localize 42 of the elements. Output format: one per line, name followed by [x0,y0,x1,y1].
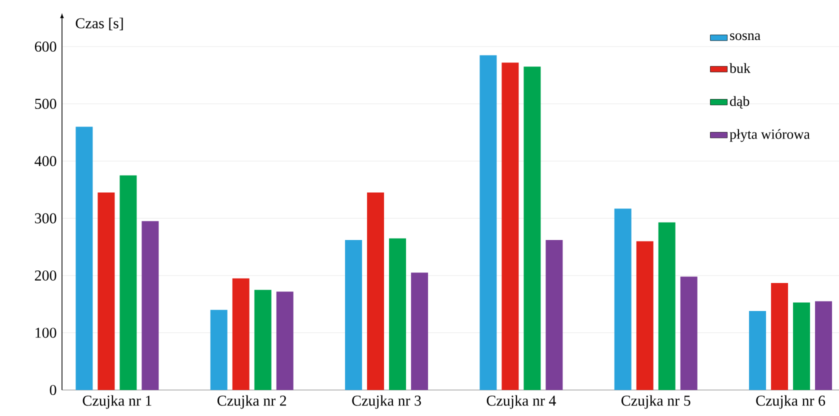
y-tick-label: 500 [35,98,56,109]
bar [411,272,428,390]
bar [749,311,766,390]
bar [793,302,810,390]
legend-label: sosna [730,33,760,40]
bar [345,240,362,390]
bar [389,238,406,390]
bar [614,208,632,390]
bar [546,240,563,390]
y-tick-label: 400 [34,156,56,166]
bar [142,221,159,390]
bar [210,310,228,390]
x-tick-label: Czujka nr 1 [82,395,152,409]
x-tick-label: Czujka nr 2 [217,395,286,409]
bar [636,241,654,390]
bar [502,62,519,390]
x-tick-label: Czujka nr 5 [621,395,690,409]
bar [98,192,115,390]
bar [254,290,272,390]
bar [76,126,93,390]
y-tick-label: 600 [34,42,56,52]
bar [658,222,676,390]
legend-label: płyta wiórowa [730,129,810,142]
bar [367,192,384,390]
legend-label: buk [730,63,751,74]
y-tick-label: 200 [34,270,56,281]
bar [524,66,541,390]
x-tick-label: Czujka nr 3 [352,395,421,409]
bar [232,278,250,390]
legend-label: dąb [730,96,750,109]
y-axis-title: Czas [s] [76,18,123,30]
bar [771,282,788,390]
bar [480,55,497,390]
y-tick-label: 300 [35,213,56,224]
bar [815,301,832,390]
bar [680,276,698,390]
x-tick-label: Czujka nr 6 [756,395,826,409]
x-tick-label: Czujka nr 4 [486,395,556,409]
y-tick-label: 100 [36,328,56,338]
bar [120,175,137,390]
y-tick-label: 0 [50,384,56,396]
bar [276,292,294,390]
